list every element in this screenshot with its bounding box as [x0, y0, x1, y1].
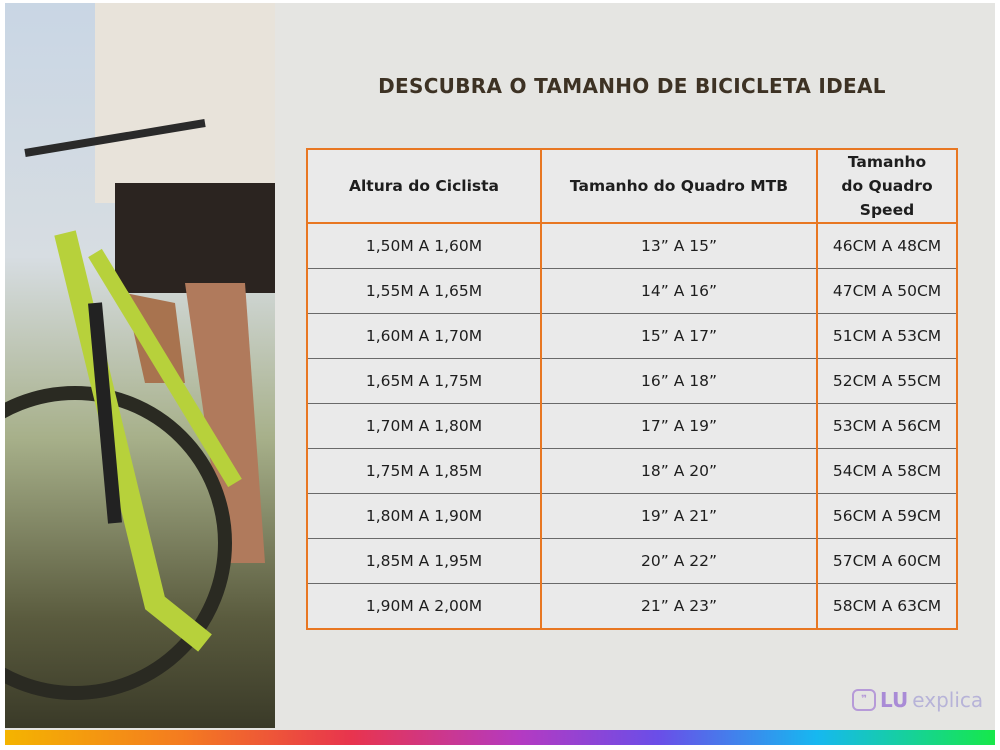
page-title: DESCUBRA O TAMANHO DE BICICLETA IDEAL — [378, 74, 886, 98]
table-row: 1,60M A 1,70M 15” A 17” 51CM A 53CM — [307, 313, 957, 359]
cyclist-illustration — [5, 3, 275, 700]
cell-speed-frame: 56CM A 59CM — [817, 493, 957, 539]
cell-speed-frame: 53CM A 56CM — [817, 403, 957, 449]
header-mtb-frame: Tamanho do Quadro MTB — [541, 149, 818, 224]
cell-speed-frame: 52CM A 55CM — [817, 358, 957, 404]
cell-speed-frame: 46CM A 48CM — [817, 223, 957, 269]
cell-speed-frame: 54CM A 58CM — [817, 448, 957, 494]
table-row: 1,55M A 1,65M 14” A 16” 47CM A 50CM — [307, 268, 957, 314]
table-row: 1,65M A 1,75M 16” A 18” 52CM A 55CM — [307, 358, 957, 404]
table-row: 1,85M A 1,95M 20” A 22” 57CM A 60CM — [307, 538, 957, 584]
header-rider-height: Altura do Ciclista — [307, 149, 542, 224]
rainbow-footer-bar — [5, 730, 995, 745]
cell-speed-frame: 51CM A 53CM — [817, 313, 957, 359]
logo-lu: LU — [880, 688, 909, 712]
cyclist-photo — [5, 3, 275, 728]
cell-mtb-frame: 14” A 16” — [541, 268, 818, 314]
cell-rider-height: 1,75M A 1,85M — [307, 448, 542, 494]
logo-explica: explica — [912, 688, 984, 712]
table-header-row: Altura do Ciclista Tamanho do Quadro MTB… — [307, 149, 957, 224]
table-row: 1,80M A 1,90M 19” A 21” 56CM A 59CM — [307, 493, 957, 539]
cell-mtb-frame: 17” A 19” — [541, 403, 818, 449]
cell-rider-height: 1,65M A 1,75M — [307, 358, 542, 404]
cell-mtb-frame: 19” A 21” — [541, 493, 818, 539]
cell-rider-height: 1,55M A 1,65M — [307, 268, 542, 314]
table-row: 1,50M A 1,60M 13” A 15” 46CM A 48CM — [307, 223, 957, 269]
quote-bubble-icon: ❞ — [852, 689, 876, 711]
cell-speed-frame: 47CM A 50CM — [817, 268, 957, 314]
cell-mtb-frame: 16” A 18” — [541, 358, 818, 404]
cell-rider-height: 1,85M A 1,95M — [307, 538, 542, 584]
cell-speed-frame: 57CM A 60CM — [817, 538, 957, 584]
cell-speed-frame: 58CM A 63CM — [832, 597, 942, 615]
cell-mtb-frame: 21” A 23” — [541, 583, 818, 629]
table-row: 1,75M A 1,85M 18” A 20” 54CM A 58CM — [307, 448, 957, 494]
cell-rider-height: 1,50M A 1,60M — [307, 223, 542, 269]
cell-rider-height: 1,60M A 1,70M — [307, 313, 542, 359]
header-speed-frame: Tamanho do Quadro Speed — [817, 149, 957, 224]
cell-mtb-frame: 13” A 15” — [541, 223, 818, 269]
cell-mtb-frame: 20” A 22” — [541, 538, 818, 584]
bike-size-table: Altura do Ciclista Tamanho do Quadro MTB… — [306, 148, 958, 630]
cell-rider-height: 1,70M A 1,80M — [307, 403, 542, 449]
table-row: 1,70M A 1,80M 17” A 19” 53CM A 56CM — [307, 403, 957, 449]
cell-mtb-frame: 18” A 20” — [541, 448, 818, 494]
table-row: 1,90M A 2,00M 21” A 23” 58CM A 63CM — [307, 583, 957, 629]
lu-explica-logo: ❞ LU explica — [852, 688, 983, 712]
cell-mtb-frame: 15” A 17” — [541, 313, 818, 359]
cell-rider-height: 1,90M A 2,00M — [307, 583, 542, 629]
cell-rider-height: 1,80M A 1,90M — [307, 493, 542, 539]
